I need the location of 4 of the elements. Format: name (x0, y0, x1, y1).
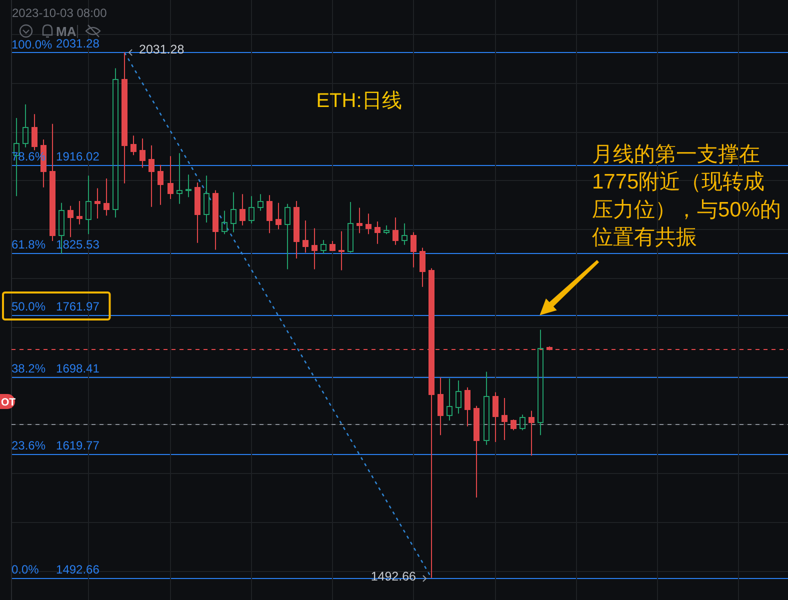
toolbar: MA (56, 24, 76, 39)
header: 2023-10-03 08:00 (12, 6, 107, 20)
note: 月线的第一支撑在1775附近（现转成压力位），与50%的位置有共振 (592, 143, 782, 250)
title: ETH:日线 (316, 90, 402, 112)
